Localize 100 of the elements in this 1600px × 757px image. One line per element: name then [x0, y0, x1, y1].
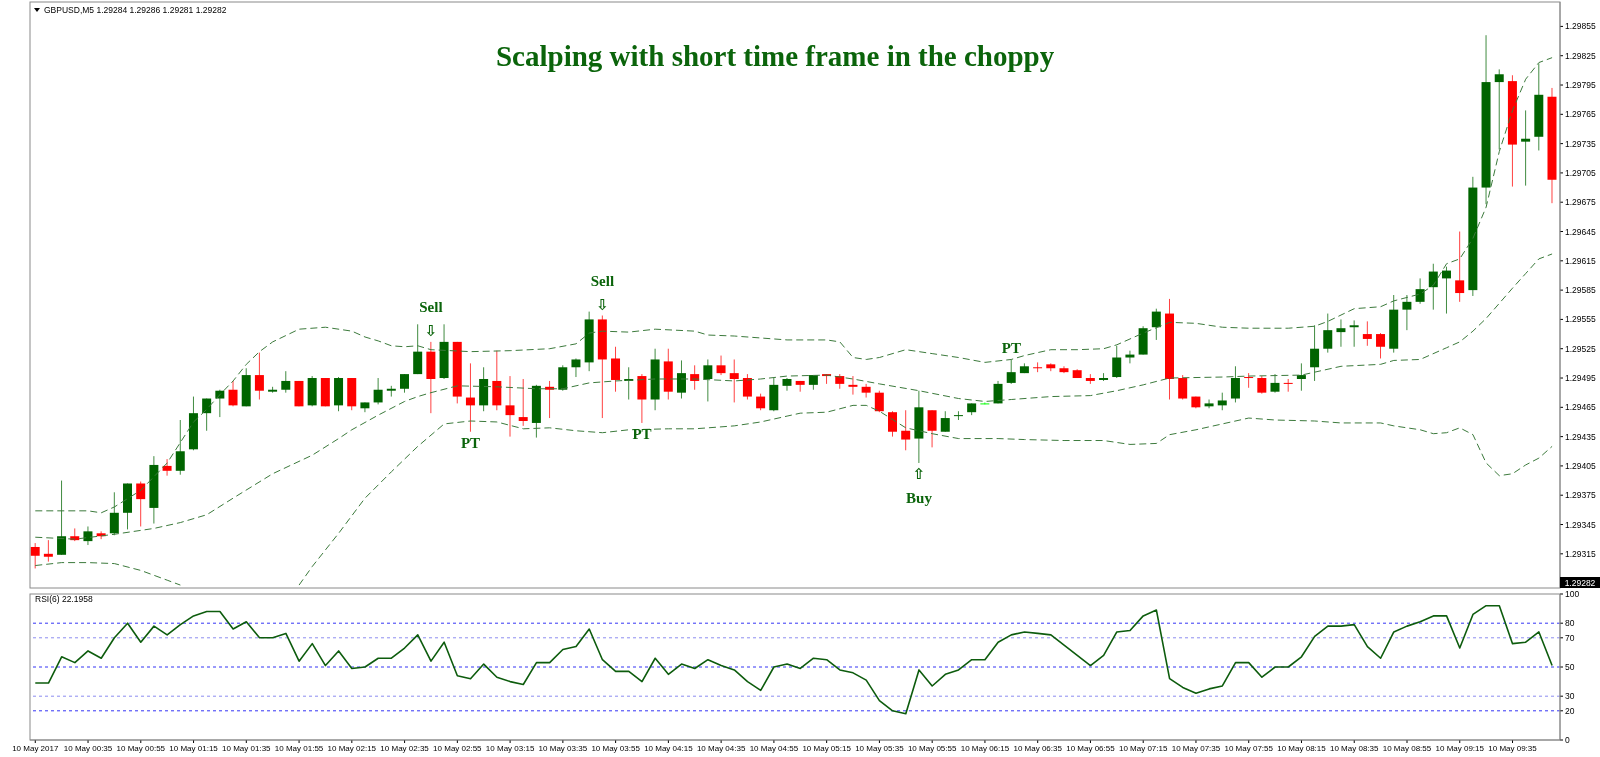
- x-tick-label: 10 May 04:15: [644, 743, 694, 753]
- x-tick-label: 10 May 06:35: [1013, 743, 1063, 753]
- x-tick-label: 10 May 03:55: [591, 743, 641, 753]
- candlestick: [1006, 358, 1016, 385]
- x-tick-label: 10 May 03:35: [538, 743, 588, 753]
- candlestick: [505, 375, 515, 438]
- text: Scalping with short time frame in the choppy: [495, 40, 1055, 72]
- x-tick-label: 10 May 02:15: [327, 743, 377, 753]
- candlestick: [57, 480, 67, 556]
- candlestick: [637, 373, 647, 424]
- candlestick: [1296, 362, 1306, 392]
- text: 1.29282: [1564, 577, 1596, 588]
- candlestick: [1270, 373, 1280, 394]
- annotation: PT: [632, 425, 652, 442]
- x-tick-label: 10 May 04:55: [749, 743, 799, 753]
- x-tick-label: 10 May 05:15: [802, 743, 852, 753]
- candlestick: [874, 390, 884, 413]
- y-tick-label: 30: [1565, 691, 1575, 702]
- x-tick-label: 10 May 02:55: [433, 743, 483, 753]
- y-tick-label: 1.29705: [1565, 167, 1596, 178]
- x-tick-label: 10 May 08:55: [1382, 743, 1432, 753]
- candlestick: [1283, 378, 1293, 393]
- candlestick: [1362, 320, 1372, 347]
- x-tick-label: 10 May 08:35: [1330, 743, 1380, 753]
- candlestick: [1349, 319, 1359, 348]
- y-tick-label: 100: [1565, 589, 1580, 600]
- y-tick-label: 1.29315: [1565, 548, 1596, 559]
- candlestick: [1441, 266, 1451, 315]
- candlestick: [782, 377, 792, 392]
- candlestick: [43, 539, 53, 563]
- candlestick: [558, 364, 568, 392]
- y-tick-label: 1.29585: [1565, 285, 1596, 296]
- y-tick-label: 1.29675: [1565, 197, 1596, 208]
- x-tick-label: 10 May 08:15: [1277, 743, 1327, 753]
- candlestick: [136, 481, 146, 527]
- candlestick: [1125, 350, 1135, 364]
- y-tick-label: 1.29405: [1565, 460, 1596, 471]
- candlestick: [254, 352, 264, 400]
- y-tick-label: 20: [1565, 705, 1575, 716]
- candlestick: [1033, 361, 1043, 373]
- chart-subtitle: GBPUSD,M5 1.29284 1.29286 1.29281 1.29282: [44, 5, 227, 15]
- y-tick-label: 1.29825: [1565, 50, 1596, 61]
- x-tick-label: 10 May 00:55: [116, 743, 166, 753]
- candlestick: [109, 491, 119, 536]
- candlestick: [373, 377, 383, 405]
- y-tick-label: 1.29525: [1565, 343, 1596, 354]
- candlestick: [162, 458, 172, 477]
- annotation: ⇧ Buy: [906, 465, 933, 506]
- candlestick: [716, 355, 726, 376]
- line-series: [34, 604, 1553, 715]
- y-tick-label: 1.29765: [1565, 109, 1596, 120]
- candlestick: [413, 323, 423, 375]
- x-tick-label: 10 May 09:15: [1435, 743, 1485, 753]
- x-tick-label: 10 May 07:15: [1118, 743, 1168, 753]
- x-tick-label: 10 May 01:15: [169, 743, 219, 753]
- x-tick-label: 10 May 06:55: [1066, 743, 1116, 753]
- chart-title: RSI(6) 22.1958: [35, 594, 93, 604]
- annotation: Sell ⇩: [419, 298, 443, 339]
- y-tick-label: 1.29645: [1565, 226, 1596, 237]
- candlestick: [1494, 68, 1504, 150]
- x-tick-label: 10 May 00:35: [63, 743, 113, 753]
- y-tick-label: 1.29345: [1565, 519, 1596, 530]
- x-tick-label: 10 May 05:35: [855, 743, 905, 753]
- y-tick-label: 70: [1565, 632, 1575, 643]
- x-tick-label: 10 May 01:55: [274, 743, 324, 753]
- annotation: Sell ⇩: [590, 272, 615, 313]
- annotation: PT: [1001, 340, 1021, 357]
- x-tick-label: 10 May 2017: [12, 743, 59, 753]
- line-series: [34, 253, 1553, 540]
- candlestick: [1402, 294, 1412, 331]
- y-tick-label: 1.29795: [1565, 80, 1596, 91]
- candlestick: [1204, 399, 1214, 409]
- candlestick: [742, 373, 752, 400]
- y-tick-label: 80: [1565, 618, 1575, 629]
- y-tick-label: 1.29615: [1565, 255, 1596, 266]
- candlestick: [228, 380, 238, 407]
- candlestick: [518, 378, 528, 427]
- y-tick-label: 1.29555: [1565, 314, 1596, 325]
- candlestick: [571, 357, 581, 378]
- candlestick: [1521, 109, 1531, 187]
- y-tick-label: 1.29375: [1565, 490, 1596, 501]
- candlestick: [1323, 313, 1333, 354]
- candlestick: [1376, 332, 1386, 359]
- candlestick: [861, 383, 871, 399]
- candlestick: [1455, 231, 1465, 303]
- x-tick-label: 10 May 07:35: [1171, 743, 1221, 753]
- candlestick: [83, 525, 93, 546]
- x-tick-label: 10 May 02:35: [380, 743, 430, 753]
- x-tick-label: 10 May 09:35: [1488, 743, 1538, 753]
- candlestick: [901, 409, 911, 451]
- candlestick: [611, 346, 621, 393]
- x-tick-label: 10 May 04:35: [696, 743, 746, 753]
- candlestick: [1151, 308, 1161, 341]
- y-tick-label: 1.29495: [1565, 373, 1596, 384]
- candlestick: [465, 362, 475, 433]
- candlestick: [703, 358, 713, 402]
- candlestick: [940, 410, 950, 433]
- candlestick: [1310, 324, 1320, 382]
- y-tick-label: 1.29435: [1565, 431, 1596, 442]
- candlestick: [927, 409, 937, 448]
